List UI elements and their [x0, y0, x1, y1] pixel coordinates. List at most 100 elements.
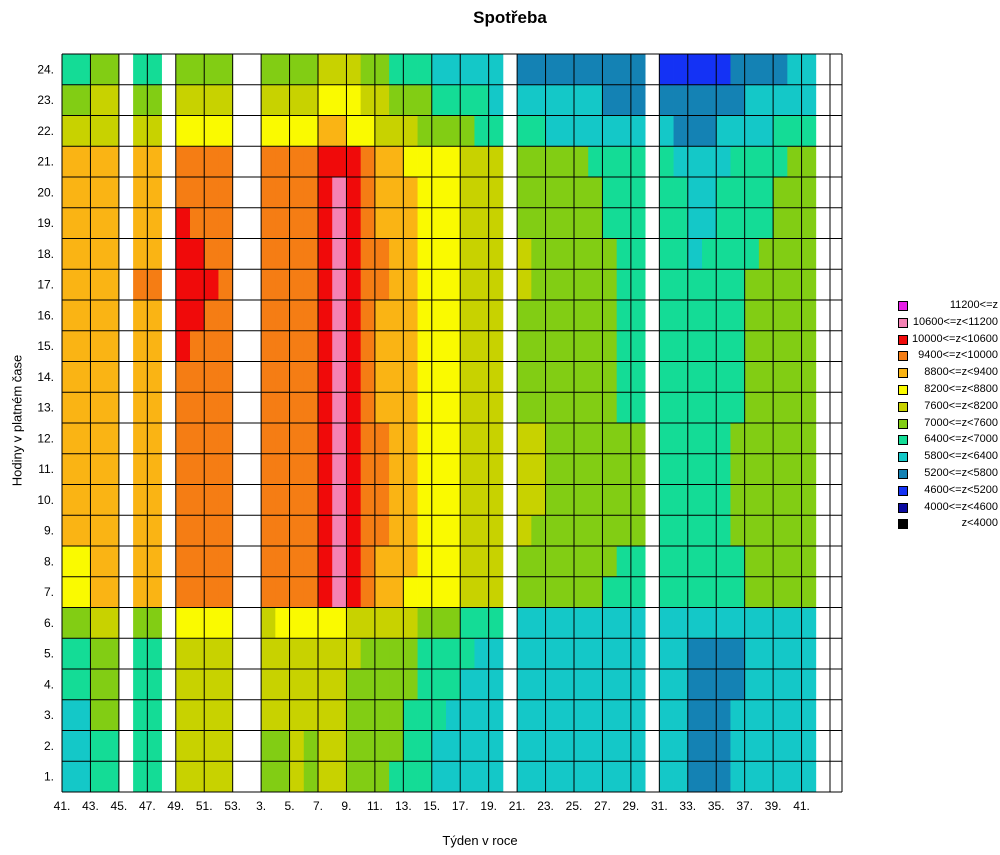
heatmap-cell	[133, 484, 148, 516]
heatmap-cell	[90, 423, 106, 455]
heatmap-cell	[261, 638, 276, 670]
heatmap-cell	[175, 761, 191, 793]
heatmap-cell	[90, 576, 106, 608]
heatmap-cell	[76, 300, 91, 332]
heatmap-cell	[446, 115, 461, 147]
heatmap-cell	[417, 546, 433, 578]
heatmap-cell	[773, 177, 788, 209]
heatmap-cell	[616, 146, 632, 178]
heatmap-cell	[758, 484, 774, 516]
heatmap-cell	[630, 576, 646, 608]
heatmap-cell	[702, 84, 717, 116]
heatmap-cell	[275, 453, 290, 485]
heatmap-cell	[446, 238, 461, 270]
heatmap-cell	[687, 300, 703, 332]
legend-label: 9400<=z<10000	[918, 349, 998, 362]
heatmap-cell	[417, 300, 433, 332]
heatmap-cell	[261, 300, 276, 332]
heatmap-cell	[204, 453, 219, 485]
heatmap-cell	[687, 115, 703, 147]
heatmap-cell	[289, 115, 305, 147]
heatmap-cell	[659, 392, 674, 424]
heatmap-cell	[175, 115, 191, 147]
y-tick-label: 5.	[44, 647, 54, 661]
legend-label: 11200<=z	[949, 299, 998, 311]
heatmap-cell	[431, 207, 447, 239]
y-tick-label: 13.	[37, 401, 54, 415]
heatmap-cell	[574, 576, 589, 608]
heatmap-cell	[389, 607, 404, 639]
heatmap-cell	[374, 546, 390, 578]
legend-item: 5200<=z<5800	[898, 466, 1000, 483]
heatmap-cell	[303, 546, 319, 578]
heatmap-cell	[801, 699, 817, 731]
heatmap-cell	[261, 238, 276, 270]
heatmap-cell	[289, 699, 305, 731]
heatmap-cell	[76, 269, 91, 301]
heatmap-cell	[616, 515, 632, 547]
heatmap-cell	[659, 423, 674, 455]
heatmap-cell	[204, 361, 219, 393]
heatmap-cell	[261, 423, 276, 455]
heatmap-cell	[289, 607, 305, 639]
heatmap-cell	[517, 238, 532, 270]
heatmap-cell	[190, 392, 205, 424]
heatmap-cell	[417, 761, 433, 793]
heatmap-cell	[773, 146, 788, 178]
y-tick-label: 6.	[44, 616, 54, 630]
heatmap-cell	[702, 453, 717, 485]
heatmap-cell	[588, 515, 603, 547]
heatmap-cell	[76, 392, 91, 424]
heatmap-cell	[801, 576, 817, 608]
heatmap-cell	[446, 361, 461, 393]
heatmap-cell	[531, 115, 546, 147]
heatmap-cell	[104, 300, 120, 332]
heatmap-cell	[801, 484, 817, 516]
heatmap-cell	[716, 238, 731, 270]
heatmap-cell	[360, 638, 376, 670]
heatmap-cell	[758, 423, 774, 455]
heatmap-cell	[702, 730, 717, 762]
heatmap-cell	[488, 730, 504, 762]
heatmap-cell	[545, 761, 561, 793]
heatmap-cell	[602, 146, 618, 178]
heatmap-cell	[744, 361, 760, 393]
heatmap-cell	[773, 423, 788, 455]
heatmap-cell	[133, 699, 148, 731]
heatmap-cell	[261, 761, 276, 793]
y-tick-label: 15.	[37, 339, 54, 353]
heatmap-cell	[531, 54, 546, 86]
heatmap-cell	[190, 607, 205, 639]
heatmap-cell	[687, 607, 703, 639]
heatmap-cell	[446, 484, 461, 516]
heatmap-cell	[90, 546, 106, 578]
heatmap-cell	[275, 669, 290, 701]
heatmap-cell	[374, 146, 390, 178]
heatmap-cell	[488, 330, 504, 362]
heatmap-cell	[730, 423, 746, 455]
heatmap-cell	[218, 392, 234, 424]
heatmap-cell	[133, 269, 148, 301]
heatmap-cell	[303, 238, 319, 270]
heatmap-cell	[303, 515, 319, 547]
heatmap-cell	[531, 730, 546, 762]
heatmap-cell	[559, 607, 575, 639]
heatmap-cell	[673, 546, 689, 578]
heatmap-cell	[687, 423, 703, 455]
heatmap-cell	[545, 730, 561, 762]
heatmap-cell	[559, 392, 575, 424]
heatmap-cell	[545, 515, 561, 547]
heatmap-cell	[346, 330, 362, 362]
heatmap-cell	[474, 361, 490, 393]
heatmap-cell	[360, 84, 376, 116]
heatmap-cell	[90, 54, 106, 86]
heatmap-cell	[531, 669, 546, 701]
heatmap-cell	[787, 515, 802, 547]
heatmap-cell	[687, 177, 703, 209]
heatmap-cell	[488, 300, 504, 332]
heatmap-cell	[62, 576, 77, 608]
heatmap-cell	[104, 361, 120, 393]
legend-swatch	[898, 418, 908, 429]
heatmap-cell	[730, 515, 746, 547]
heatmap-cell	[702, 177, 717, 209]
